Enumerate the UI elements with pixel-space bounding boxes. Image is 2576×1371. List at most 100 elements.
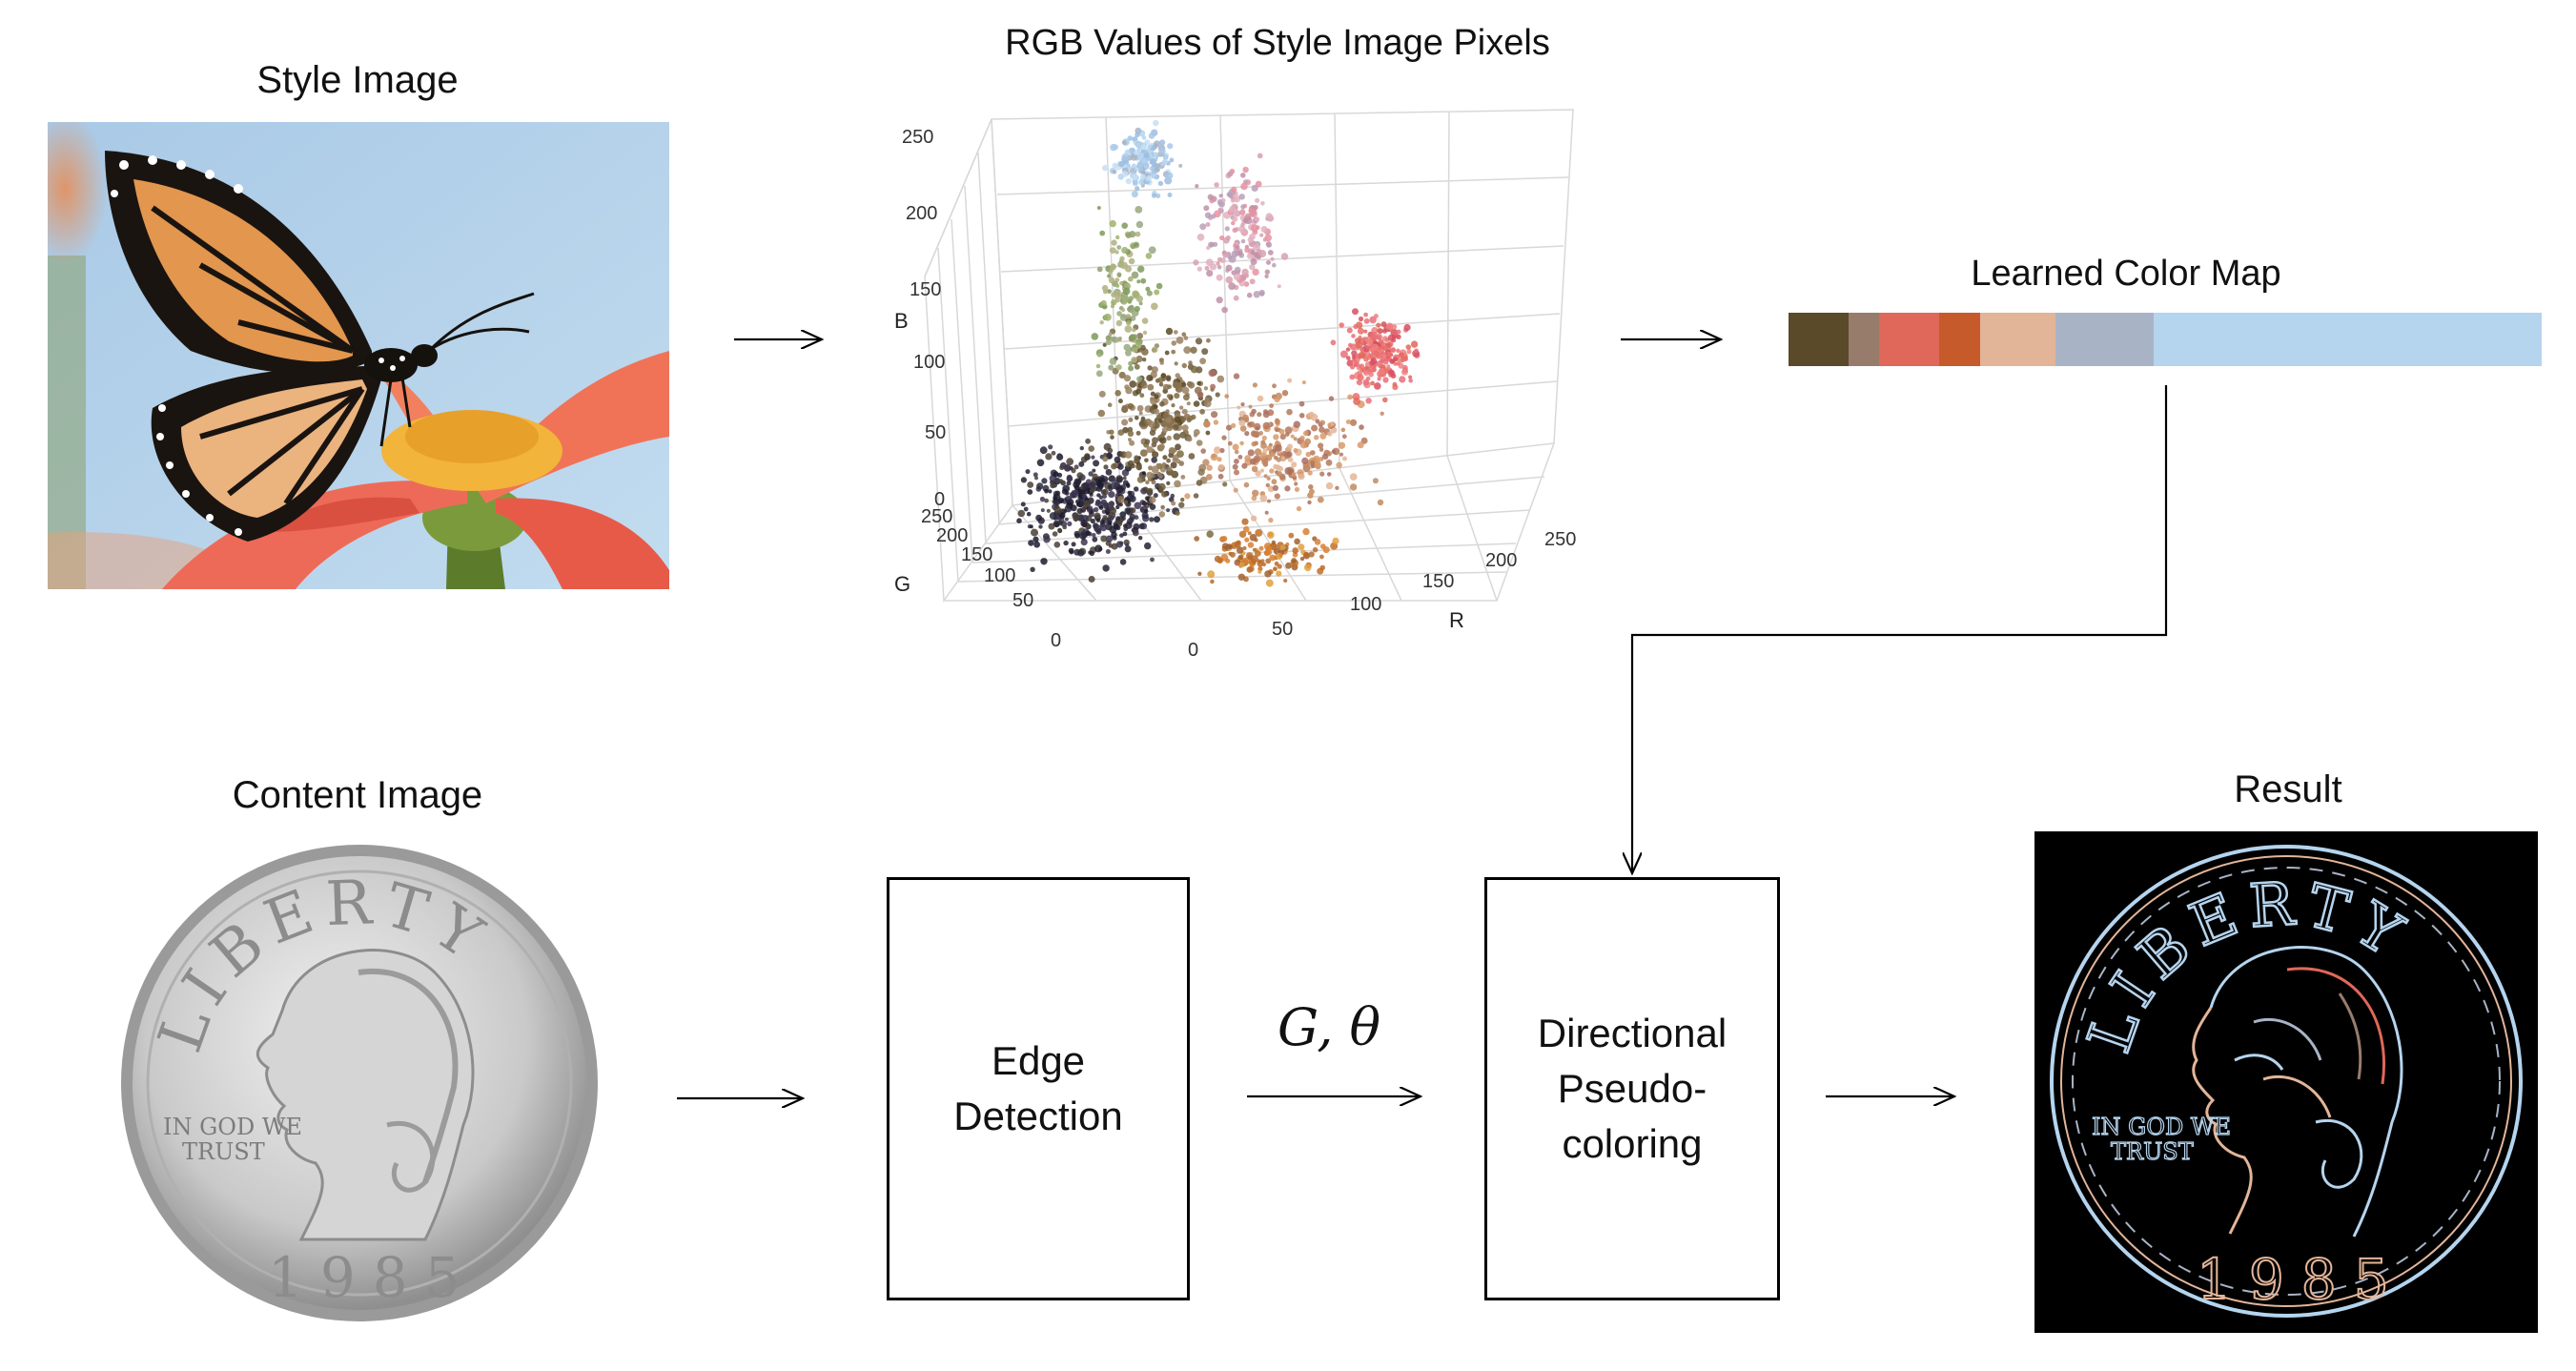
- scatter-point: [1264, 234, 1272, 242]
- scatter-point: [1225, 264, 1233, 272]
- scatter-point: [1063, 540, 1069, 546]
- scatter-point: [1210, 453, 1218, 461]
- scatter-point: [1140, 381, 1148, 389]
- scatter-point: [1269, 403, 1274, 408]
- scatter-point: [1240, 182, 1248, 191]
- scatter-point: [1129, 513, 1136, 521]
- scatter-point: [1248, 404, 1253, 409]
- scatter-point: [1110, 143, 1117, 152]
- scatter-point: [1154, 404, 1158, 409]
- scatter-point: [1326, 472, 1332, 477]
- scatter-point: [1136, 161, 1144, 169]
- scatter-point: [1264, 570, 1272, 578]
- scatter-point: [1107, 274, 1112, 278]
- scatter-point: [1298, 543, 1305, 551]
- scatter-point: [1129, 495, 1136, 502]
- g-tick: 200: [936, 525, 968, 546]
- scatter-point: [1125, 177, 1133, 185]
- scatter-point: [1251, 209, 1257, 215]
- scatter-point: [1059, 464, 1065, 471]
- scatter-point: [1146, 290, 1153, 297]
- scatter-point: [1204, 397, 1210, 402]
- scatter-point: [1414, 348, 1419, 353]
- scatter-point: [1186, 401, 1191, 406]
- scatter-point: [1293, 448, 1298, 453]
- scatter-point: [1222, 236, 1230, 244]
- scatter-point: [1183, 346, 1192, 355]
- scatter-point: [1180, 475, 1186, 480]
- scatter-point: [1079, 532, 1087, 540]
- learned-color-map: [1789, 313, 2542, 366]
- scatter-point: [1174, 480, 1181, 488]
- scatter-point: [1124, 149, 1131, 155]
- scatter-point: [1152, 346, 1158, 353]
- scatter-point: [1274, 396, 1280, 403]
- scatter-point: [1242, 414, 1249, 421]
- gradient-theta-label: G, θ: [1278, 997, 1381, 1057]
- scatter-point: [1342, 456, 1347, 461]
- scatter-point: [1259, 233, 1264, 237]
- scatter-point: [1340, 427, 1346, 433]
- scatter-point: [1345, 347, 1351, 352]
- scatter-point: [1117, 399, 1123, 404]
- scatter-point: [1175, 510, 1180, 516]
- scatter-point: [1319, 426, 1325, 434]
- g-tick: 50: [1012, 590, 1033, 611]
- scatter-point: [1098, 390, 1106, 398]
- result-top-text: LIBERTY: [2074, 869, 2422, 1061]
- scatter-point: [1247, 531, 1252, 536]
- scatter-point: [1359, 424, 1364, 430]
- scatter-point: [1169, 157, 1175, 163]
- scatter-point: [1094, 506, 1099, 513]
- result-year: 1985: [2197, 1247, 2406, 1312]
- r-tick: 50: [1272, 619, 1293, 640]
- scatter-point: [1353, 323, 1359, 330]
- r-tick: 150: [1422, 571, 1454, 592]
- scatter-point: [1351, 334, 1356, 338]
- scatter-point: [1199, 358, 1206, 365]
- scatter-point: [1357, 374, 1364, 381]
- scatter-point: [1109, 507, 1117, 515]
- scatter-point: [1363, 370, 1370, 377]
- scatter-point: [1278, 465, 1284, 472]
- scatter-point: [1266, 445, 1272, 452]
- scatter-point: [1166, 508, 1171, 513]
- scatter-point: [1125, 233, 1132, 238]
- scatter-point: [1247, 542, 1255, 548]
- scatter-point: [1278, 553, 1283, 558]
- scatter-point: [1027, 489, 1033, 495]
- scatter-point: [1301, 380, 1306, 385]
- scatter-point: [1206, 338, 1211, 343]
- scatter-point: [1363, 317, 1370, 324]
- scatter-point: [1376, 322, 1381, 328]
- scatter-point: [1275, 427, 1279, 433]
- scatter-point: [1084, 453, 1091, 460]
- scatter-point: [1319, 471, 1325, 477]
- scatter-point: [1113, 523, 1119, 530]
- scatter-point: [1159, 139, 1166, 146]
- scatter-point: [1154, 174, 1159, 180]
- b-tick: 0: [934, 489, 945, 510]
- scatter-point: [1232, 443, 1239, 451]
- scatter-point: [1298, 400, 1305, 407]
- scatter-point: [1271, 479, 1278, 485]
- scatter-point: [1154, 408, 1159, 415]
- scatter-point: [1270, 452, 1276, 458]
- scatter-point: [1238, 194, 1245, 200]
- scatter-point: [1144, 542, 1152, 550]
- scatter-point: [1128, 276, 1134, 282]
- scatter-point: [1303, 551, 1310, 558]
- scatter-point: [1141, 512, 1149, 520]
- scatter-point: [1216, 274, 1223, 281]
- scatter-point: [1252, 489, 1259, 497]
- color-map-swatch: [2055, 313, 2155, 366]
- scatter-point: [1287, 378, 1293, 383]
- scatter-point: [1149, 429, 1156, 437]
- scatter-point: [1107, 447, 1114, 454]
- scatter-point: [1027, 481, 1034, 488]
- scatter-point: [1130, 315, 1136, 321]
- scatter-point: [1114, 250, 1119, 255]
- scatter-point: [1138, 522, 1145, 530]
- scatter-point: [1079, 501, 1085, 506]
- scatter-point: [1317, 496, 1324, 503]
